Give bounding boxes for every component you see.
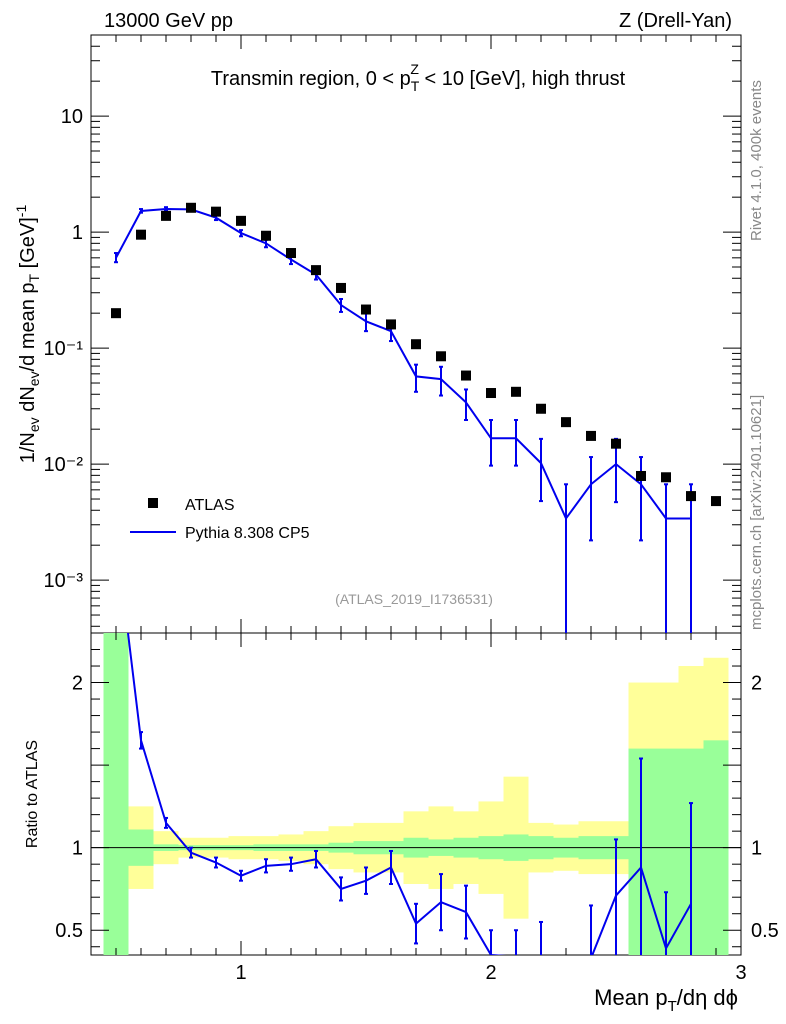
x-tick-label: 2 — [485, 962, 496, 984]
x-tick-label: 1 — [235, 962, 246, 984]
ylabel-sup: -1 — [13, 205, 29, 218]
mc-ratio-line — [126, 633, 692, 955]
legend-label-atlas: ATLAS — [185, 497, 235, 514]
mc-series-ratio — [126, 633, 693, 955]
title-part-2: < 10 [GeV], high thrust — [419, 68, 626, 90]
atlas-data-point — [461, 370, 471, 381]
xlabel-sub-T: T — [668, 998, 677, 1015]
y-tick-label: 10⁻³ — [44, 570, 84, 592]
atlas-data-point — [186, 202, 196, 213]
xlabel-part-2: /dη dϕ — [677, 985, 738, 1010]
ylabel-sub-T: T — [26, 273, 42, 282]
atlas-data-point — [536, 403, 546, 414]
atlas-data-point — [136, 229, 146, 240]
mc-line — [115, 208, 691, 521]
mc-series-main — [114, 206, 693, 633]
side-label-mcplots: mcplots.cern.ch [arXiv:2401.10621] — [748, 395, 765, 630]
atlas-data-point — [211, 206, 221, 217]
y-tick-label: 10 — [61, 106, 83, 128]
atlas-data-point — [561, 417, 571, 428]
atlas-data-point — [286, 248, 296, 259]
y-tick-label: 1 — [72, 222, 83, 244]
stat-band-bin — [103, 633, 129, 955]
y-tick-label: 10⁻¹ — [44, 338, 84, 360]
atlas-data-point — [361, 304, 371, 315]
atlas-data-point — [636, 470, 646, 481]
header-right: Z (Drell-Yan) — [619, 10, 732, 32]
ratio-y-tick-label-right: 2 — [751, 673, 762, 695]
main-panel-frame — [90, 34, 742, 634]
ratio-clipped-group — [126, 633, 693, 955]
atlas-data-point — [386, 319, 396, 330]
atlas-data-point — [336, 282, 346, 293]
xlabel-part-1: Mean p — [594, 985, 667, 1010]
title-sub-T: T — [411, 78, 420, 94]
ratio-y-tick-label: 0.5 — [55, 920, 83, 942]
atlas-data-point — [161, 210, 171, 221]
atlas-data-points — [111, 202, 721, 507]
atlas-data-point — [311, 265, 321, 276]
atlas-data-point — [436, 351, 446, 362]
ratio-y-tick-label: 2 — [72, 673, 83, 695]
x-tick-label: 3 — [735, 962, 746, 984]
atlas-data-point — [111, 308, 121, 319]
atlas-data-point — [511, 386, 521, 397]
y-axis-title: 1/Nev dNev/d mean pT [GeV]-1 — [13, 205, 42, 464]
legend-marker-atlas — [148, 498, 158, 508]
atlas-data-point — [486, 388, 496, 399]
legend-label-pythia: Pythia 8.308 CP5 — [185, 525, 310, 542]
ratio-y-tick-label-right: 1 — [751, 838, 762, 860]
atlas-data-point — [411, 339, 421, 350]
ratio-y-axis-title: Ratio to ATLAS — [24, 740, 41, 848]
main-axis-ticks: 10 1 10⁻¹ 10⁻² 10⁻³ — [44, 34, 742, 633]
atlas-data-point — [261, 230, 271, 241]
ylabel-sub-ev-2: ev — [26, 371, 42, 386]
ylabel-sub-ev-1: ev — [26, 417, 42, 432]
x-axis-title: Mean pT/dη dϕ — [594, 985, 738, 1015]
header-left: 13000 GeV pp — [104, 10, 233, 32]
ylabel-part-1: 1/N — [17, 432, 39, 463]
atlas-data-point — [661, 472, 671, 483]
ratio-y-tick-label-right: 0.5 — [751, 920, 779, 942]
title-sup-Z: Z — [410, 61, 419, 77]
side-label-rivet: Rivet 4.1.0, 400k events — [748, 80, 765, 241]
ylabel-part-3: /d mean p — [17, 282, 39, 371]
atlas-data-point — [686, 491, 696, 502]
ylabel-part-4: [GeV] — [17, 217, 39, 274]
ratio-y-tick-label: 1 — [72, 838, 83, 860]
atlas-data-point — [236, 215, 246, 226]
analysis-id: (ATLAS_2019_I1736531) — [335, 591, 493, 607]
atlas-data-point — [711, 496, 721, 507]
atlas-data-point — [611, 438, 621, 449]
y-tick-label: 10⁻² — [44, 454, 84, 476]
ylabel-part-2: dN — [17, 386, 39, 417]
title-part-1: Transmin region, 0 < p — [211, 68, 411, 90]
chart-title: Transmin region, 0 < pTZ < 10 [GeV], hig… — [211, 61, 626, 94]
atlas-data-point — [586, 430, 596, 441]
